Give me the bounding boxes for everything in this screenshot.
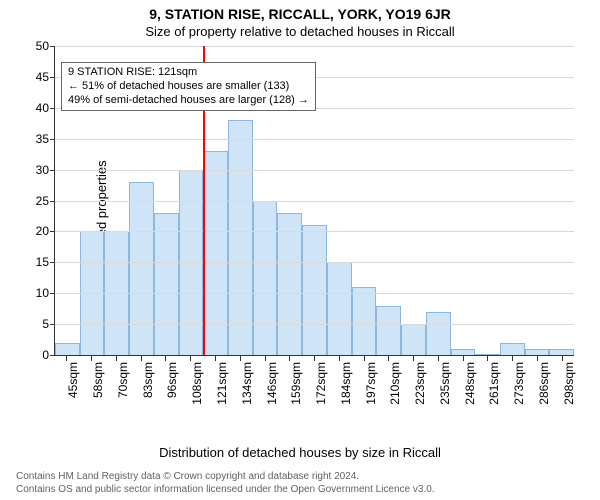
bar [525,349,550,355]
x-tick-mark [66,356,67,361]
y-tick-label: 25 [36,194,55,208]
x-tick-mark [463,356,464,361]
x-tick-mark [240,356,241,361]
bar [500,343,525,355]
x-tick-mark [116,356,117,361]
bar [228,120,253,355]
grid-line [55,139,574,140]
x-label-slot: 70sqm [104,356,129,416]
page-subtitle: Size of property relative to detached ho… [0,22,600,39]
x-tick-mark [91,356,92,361]
x-label-slot: 96sqm [153,356,178,416]
y-tick-label: 50 [36,39,55,53]
grid-line [55,324,574,325]
x-tick-mark [487,356,488,361]
x-label-slot: 298sqm [549,356,574,416]
x-label-slot: 58sqm [79,356,104,416]
x-label-slot: 45sqm [54,356,79,416]
y-tick-label: 15 [36,255,55,269]
x-tick-mark [265,356,266,361]
x-label-slot: 172sqm [302,356,327,416]
page-title: 9, STATION RISE, RICCALL, YORK, YO19 6JR [0,0,600,22]
x-label-slot: 261sqm [475,356,500,416]
x-tick-mark [190,356,191,361]
bar [426,312,451,355]
grid-line [55,231,574,232]
bar [475,354,500,355]
bar [352,287,377,355]
bar [376,306,401,355]
y-tick-label: 30 [36,163,55,177]
y-tick-label: 35 [36,132,55,146]
x-tick-mark [388,356,389,361]
grid-line [55,170,574,171]
x-label-slot: 146sqm [252,356,277,416]
x-tick-mark [512,356,513,361]
x-label-slot: 286sqm [525,356,550,416]
grid-line [55,201,574,202]
bar [154,213,179,355]
x-label-slot: 235sqm [425,356,450,416]
chart-area: 9 STATION RISE: 121sqm ← 51% of detached… [54,46,574,416]
bar [451,349,476,355]
annotation-line-2: ← 51% of detached houses are smaller (13… [68,80,309,94]
y-tick-label: 5 [42,317,55,331]
x-label-slot: 121sqm [203,356,228,416]
plot-area: 9 STATION RISE: 121sqm ← 51% of detached… [54,46,574,356]
grid-line [55,262,574,263]
x-label-slot: 184sqm [326,356,351,416]
x-labels-group: 45sqm58sqm70sqm83sqm96sqm108sqm121sqm134… [54,356,574,416]
x-tick-mark [413,356,414,361]
x-tick-mark [165,356,166,361]
y-tick-label: 40 [36,101,55,115]
x-label-slot: 223sqm [401,356,426,416]
x-tick-mark [537,356,538,361]
x-tick-mark [364,356,365,361]
footer-line-1: Contains HM Land Registry data © Crown c… [16,471,435,484]
bar [401,324,426,355]
bar [253,201,278,356]
x-tick-mark [562,356,563,361]
x-label-slot: 159sqm [277,356,302,416]
x-tick-mark [215,356,216,361]
annotation-box: 9 STATION RISE: 121sqm ← 51% of detached… [61,62,316,111]
bar [277,213,302,355]
y-tick-label: 10 [36,286,55,300]
bar [549,349,574,355]
x-tick-mark [289,356,290,361]
y-tick-label: 45 [36,70,55,84]
x-tick-label: 298sqm [562,362,576,405]
x-tick-mark [141,356,142,361]
x-label-slot: 83sqm [128,356,153,416]
grid-line [55,46,574,47]
bar [302,225,327,355]
grid-line [55,293,574,294]
x-tick-mark [339,356,340,361]
x-label-slot: 134sqm [227,356,252,416]
x-label-slot: 210sqm [376,356,401,416]
x-tick-mark [314,356,315,361]
x-axis-label: Distribution of detached houses by size … [0,445,600,460]
annotation-line-3: 49% of semi-detached houses are larger (… [68,94,309,108]
bar [327,262,352,355]
y-tick-label: 20 [36,224,55,238]
x-label-slot: 197sqm [351,356,376,416]
footer-credits: Contains HM Land Registry data © Crown c… [16,471,435,496]
x-label-slot: 108sqm [178,356,203,416]
x-tick-mark [438,356,439,361]
footer-line-2: Contains OS and public sector informatio… [16,484,435,497]
x-label-slot: 248sqm [450,356,475,416]
chart-container: 9, STATION RISE, RICCALL, YORK, YO19 6JR… [0,0,600,500]
bar [129,182,154,355]
annotation-line-1: 9 STATION RISE: 121sqm [68,66,309,80]
bar [55,343,80,355]
x-label-slot: 273sqm [500,356,525,416]
